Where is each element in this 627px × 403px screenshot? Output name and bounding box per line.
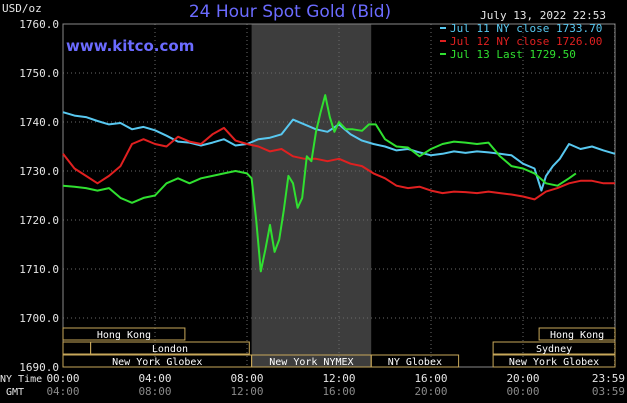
datetime-label: July 13, 2022 22:53 <box>480 9 606 22</box>
session-label: Hong Kong <box>97 330 151 341</box>
x-tick-label-ny: 16:00 <box>414 372 447 385</box>
x-tick-label-ny: 20:00 <box>506 372 539 385</box>
session-box <box>370 354 460 368</box>
x-tick-label-ny: 00:00 <box>46 372 79 385</box>
x-tick-label-ny: 23:59 <box>592 372 625 385</box>
x-tick-label-gmt: 04:00 <box>46 385 79 398</box>
session-label: New York Globex <box>509 357 599 368</box>
session-box <box>492 341 616 355</box>
y-tick-label: 1710.0 <box>19 263 59 276</box>
x-tick-label-gmt: 20:00 <box>414 385 447 398</box>
y-tick-label: 1740.0 <box>19 116 59 129</box>
y-tick-label: 1700.0 <box>19 312 59 325</box>
legend-entry: Jul 11 NY close 1733.70 <box>450 22 602 35</box>
y-tick-label: 1760.0 <box>19 18 59 31</box>
chart-title: 24 Hour Spot Gold (Bid) <box>189 2 391 22</box>
session-label: New York Globex <box>112 357 202 368</box>
x-tick-label-gmt: 00:00 <box>506 385 539 398</box>
y-tick-label: 1690.0 <box>19 361 59 374</box>
session-label: Hong Kong <box>550 330 604 341</box>
shaded-region-layer <box>251 24 372 367</box>
x-tick-label-ny: 04:00 <box>138 372 171 385</box>
legend-entry: Jul 12 NY close 1726.00 <box>450 35 602 48</box>
y-tick-label: 1720.0 <box>19 214 59 227</box>
session-box <box>62 327 186 341</box>
session-label: New York NYMEX <box>269 357 353 368</box>
x-tick-label-gmt: 08:00 <box>138 385 171 398</box>
nymex-shaded-region <box>251 24 372 367</box>
x-tick-label-ny: 12:00 <box>322 372 355 385</box>
x-axis-labels: 00:0004:0004:0008:0008:0012:0012:0016:00… <box>46 372 625 398</box>
legend-entry: Jul 13 Last 1729.50 <box>450 48 576 61</box>
x-tick-label-ny: 08:00 <box>230 372 263 385</box>
series-layer <box>62 94 616 273</box>
series-line <box>62 126 615 201</box>
series-line <box>62 111 616 192</box>
y-axis-labels: 1690.0 1700.0 1710.0 1720.0 1730.0 1740.0 1750… <box>19 18 59 374</box>
series-line <box>62 94 577 273</box>
session-label: NY Globex <box>388 357 442 368</box>
website-label: www.kitco.com <box>66 37 194 55</box>
session-box <box>538 327 616 341</box>
session-box <box>492 354 616 368</box>
x-tick-label-gmt: 03:59 <box>592 385 625 398</box>
session-box <box>90 341 250 355</box>
y-tick-label: 1730.0 <box>19 165 59 178</box>
units-label: USD/oz <box>2 2 42 15</box>
session-label: Sydney <box>536 344 572 355</box>
ny-time-axis-label: NY Time <box>0 374 42 385</box>
x-tick-label-gmt: 16:00 <box>322 385 355 398</box>
gmt-axis-label: GMT <box>6 387 24 398</box>
session-label: London <box>152 344 188 355</box>
x-tick-label-gmt: 12:00 <box>230 385 263 398</box>
y-tick-label: 1750.0 <box>19 67 59 80</box>
